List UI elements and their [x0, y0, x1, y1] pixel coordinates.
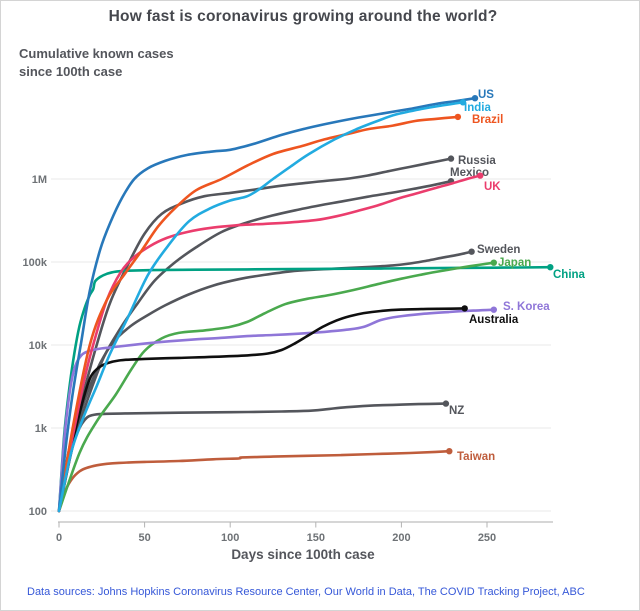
subtitle-line-2: since 100th case — [19, 64, 123, 79]
series-endpoint-india — [459, 99, 467, 106]
series-line-taiwan — [57, 449, 451, 513]
series-endpoint-russia — [447, 155, 455, 162]
series-label-japan: Japan — [498, 257, 531, 269]
series-line-us — [57, 96, 477, 513]
series-label-australia: Australia — [469, 314, 519, 326]
y-tick-label-10k: 10k — [29, 340, 48, 352]
series-endpoint-australia — [461, 305, 468, 312]
y-tick-label-100: 100 — [29, 506, 47, 518]
series-endpoint-sweden — [468, 248, 475, 255]
series-label-russia: Russia — [458, 155, 496, 167]
y-tick-label-100k: 100k — [23, 257, 48, 269]
y-tick-label-1M: 1M — [32, 174, 47, 186]
series-label-sweden: Sweden — [477, 244, 520, 256]
series-label-taiwan: Taiwan — [457, 451, 495, 463]
series-line-china — [57, 265, 552, 513]
series-label-india: India — [464, 102, 491, 114]
series-endpoint-s-korea — [490, 306, 497, 313]
series-line-australia — [57, 307, 466, 513]
x-tick-label-150: 150 — [307, 532, 325, 544]
data-sources-note: Data sources: Johns Hopkins Coronavirus … — [27, 586, 585, 598]
x-tick-label-100: 100 — [221, 532, 239, 544]
chart-subtitle: Cumulative known cases since 100th case — [19, 45, 174, 81]
series-label-s-korea: S. Korea — [503, 301, 550, 313]
x-tick-label-50: 50 — [138, 532, 150, 544]
series-label-brazil: Brazil — [472, 114, 503, 126]
series-line-russia — [57, 157, 453, 513]
series-line-india — [57, 101, 465, 513]
series-endpoint-nz — [442, 400, 450, 407]
series-endpoint-brazil — [454, 113, 462, 121]
x-tick-label-250: 250 — [478, 532, 496, 544]
line-chart: 100 1k 10k 100k 1M 0 50 100 150 200 250 NZ Taiwan Swe… — [23, 89, 586, 544]
series-line-japan — [57, 261, 496, 513]
x-axis-title: Days since 100th case — [231, 547, 375, 562]
series-label-us: US — [478, 89, 494, 101]
series-label-uk: UK — [484, 181, 501, 193]
chart-title: How fast is coronavirus growing around t… — [108, 8, 498, 25]
x-tick-label-0: 0 — [56, 532, 62, 544]
series-endpoint-uk — [477, 172, 484, 179]
y-tick-label-1k: 1k — [35, 423, 48, 435]
series-line-brazil — [57, 115, 460, 513]
x-tick-label-200: 200 — [392, 532, 410, 544]
series-endpoint-japan — [490, 259, 497, 266]
series-label-nz: NZ — [449, 405, 464, 417]
series-endpoint-us — [471, 95, 479, 102]
series-label-china: China — [553, 269, 586, 281]
series-line-sweden — [57, 250, 473, 513]
series-endpoint-taiwan — [446, 448, 453, 455]
subtitle-line-1: Cumulative known cases — [19, 46, 174, 61]
series-line-uk — [57, 174, 482, 513]
series-endpoint-china — [547, 264, 554, 271]
series-line-mexico — [57, 179, 453, 513]
